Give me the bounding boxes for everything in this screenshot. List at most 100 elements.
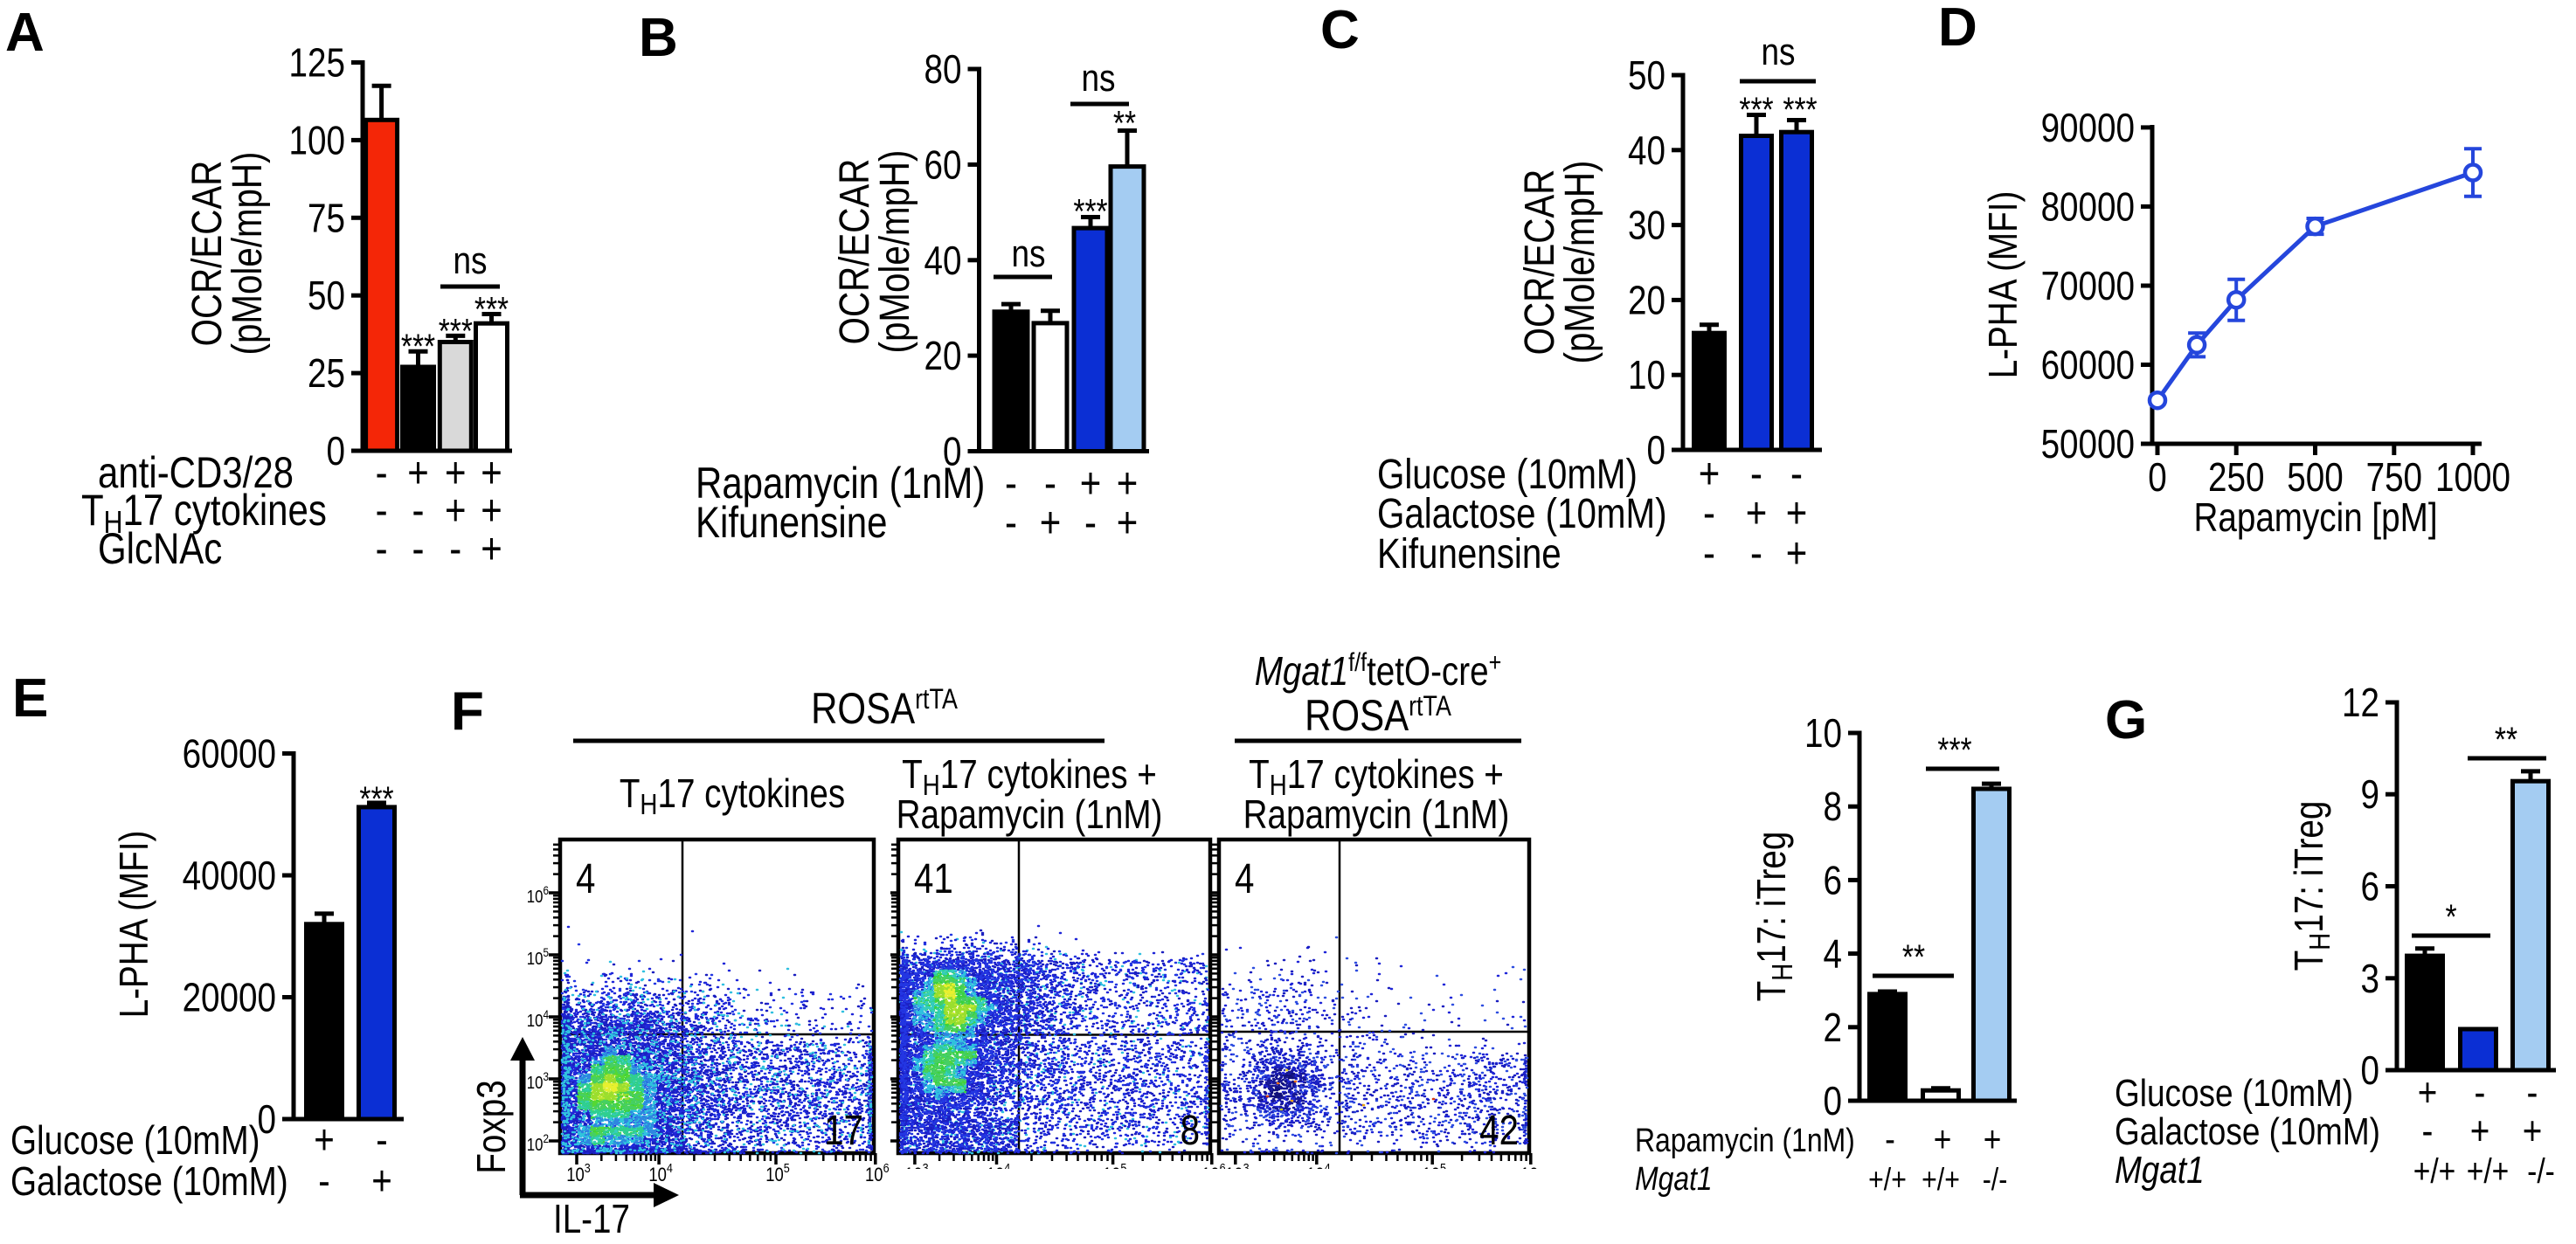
svg-text:20: 20 [1628,278,1665,322]
svg-text:750: 750 [2366,455,2422,500]
svg-text:10: 10 [1628,353,1665,397]
svg-text:Mgat1f/ftetO-cre+: Mgat1f/ftetO-cre+ [1255,647,1502,694]
svg-text:F: F [451,681,484,742]
svg-text:6: 6 [1824,858,1842,902]
svg-text:D: D [1938,0,1977,58]
svg-text:Kifunensine: Kifunensine [696,498,887,547]
svg-text:-: - [376,524,388,573]
svg-text:4: 4 [1824,931,1842,976]
svg-text:4: 4 [1235,856,1254,902]
svg-text:12: 12 [2342,681,2379,725]
svg-text:ns: ns [453,238,487,282]
svg-text:42: 42 [1479,1108,1519,1154]
svg-text:***: *** [401,327,435,365]
svg-text:25: 25 [308,351,345,396]
svg-text:90000: 90000 [2041,106,2135,150]
svg-text:Rapamycin (1nM): Rapamycin (1nM) [897,792,1163,837]
svg-text:50000: 50000 [2041,422,2135,466]
svg-text:TH17 cytokines +: TH17 cytokines + [902,752,1157,802]
svg-text:105: 105 [1422,1160,1446,1185]
svg-text:Rapamycin (1nM): Rapamycin (1nM) [1243,792,1510,837]
svg-text:0: 0 [327,429,345,473]
svg-text:OCR/ECAR: OCR/ECAR [184,161,231,347]
svg-text:Glucose (10mM): Glucose (10mM) [1377,452,1638,498]
svg-text:IL-17: IL-17 [553,1197,630,1240]
svg-text:Galactose (10mM): Galactose (10mM) [1377,491,1667,537]
svg-text:TH17 cytokines +: TH17 cytokines + [1249,752,1504,802]
svg-text:8: 8 [1181,1108,1200,1154]
svg-text:-: - [1750,529,1762,577]
svg-text:+/+: +/+ [1922,1163,1960,1198]
svg-text:125: 125 [289,40,345,85]
svg-text:ns: ns [1081,56,1115,100]
svg-text:60000: 60000 [183,731,276,776]
svg-text:-: - [1750,449,1762,498]
svg-text:+/+: +/+ [2413,1151,2456,1190]
svg-text:**: ** [1113,104,1136,142]
svg-text:-: - [1790,449,1803,498]
svg-text:C: C [1320,0,1360,60]
svg-text:OCR/ECAR: OCR/ECAR [832,159,878,345]
svg-text:+: + [1934,1119,1952,1160]
svg-text:***: *** [439,312,473,350]
svg-text:10: 10 [1804,711,1842,756]
svg-text:-: - [376,448,388,497]
svg-text:A: A [5,3,45,63]
svg-text:106: 106 [1201,1160,1226,1185]
svg-text:Rapamycin (1nM): Rapamycin (1nM) [1635,1122,1855,1158]
svg-text:L-PHA (MFI): L-PHA (MFI) [1981,191,2025,379]
svg-text:Rapamycin (1nM): Rapamycin (1nM) [696,459,985,508]
svg-text:***: *** [1739,90,1773,128]
svg-text:100: 100 [289,118,345,162]
svg-text:OCR/ECAR: OCR/ECAR [1517,169,1563,356]
svg-text:***: *** [359,779,393,818]
svg-text:-: - [1005,498,1017,547]
svg-text:+: + [1984,1119,2002,1160]
svg-text:+: + [481,524,502,573]
svg-text:+: + [2523,1109,2543,1153]
svg-text:9: 9 [2361,772,2379,817]
svg-text:+: + [445,486,467,535]
svg-text:50: 50 [308,273,345,318]
svg-text:+: + [1786,529,1808,577]
svg-text:41: 41 [914,856,953,902]
svg-text:60000: 60000 [2041,342,2135,387]
svg-text:103: 103 [1225,1160,1250,1185]
svg-text:+: + [1699,449,1721,498]
svg-text:GlcNAc: GlcNAc [98,524,222,573]
svg-text:+: + [407,448,429,497]
svg-text:-: - [376,486,388,535]
svg-text:40: 40 [924,238,962,283]
svg-text:-: - [1044,459,1056,508]
svg-text:40000: 40000 [183,854,276,898]
svg-text:**: ** [2495,720,2517,758]
svg-text:17: 17 [824,1108,863,1154]
svg-text:+: + [481,486,502,535]
svg-text:-: - [412,524,425,573]
svg-text:+: + [1040,498,1062,547]
svg-text:-: - [1885,1119,1895,1160]
svg-text:-/-: -/- [2527,1151,2555,1190]
svg-text:+/+: +/+ [2467,1151,2510,1190]
svg-text:104: 104 [987,1160,1011,1185]
svg-text:TH17 cytokines: TH17 cytokines [81,486,327,541]
svg-text:L-PHA (MFI): L-PHA (MFI) [112,831,156,1019]
svg-text:***: *** [1937,730,1971,769]
svg-text:0: 0 [943,429,961,473]
svg-text:105: 105 [1103,1160,1127,1185]
svg-text:TH17 cytokines: TH17 cytokines [620,771,845,821]
svg-text:**: ** [1902,937,1925,976]
svg-text:104: 104 [1306,1160,1331,1185]
svg-text:-: - [1703,488,1715,537]
svg-text:250: 250 [2208,455,2264,500]
svg-text:50: 50 [1628,53,1665,98]
svg-text:8: 8 [1824,784,1842,829]
svg-text:80000: 80000 [2041,184,2135,229]
svg-text:60: 60 [924,142,962,187]
svg-text:+/+: +/+ [1868,1163,1907,1198]
svg-text:Mgat1: Mgat1 [2115,1148,2205,1192]
svg-text:20: 20 [924,334,962,378]
svg-text:-: - [449,524,461,573]
svg-text:+: + [1117,498,1139,547]
svg-text:70000: 70000 [2041,264,2135,308]
